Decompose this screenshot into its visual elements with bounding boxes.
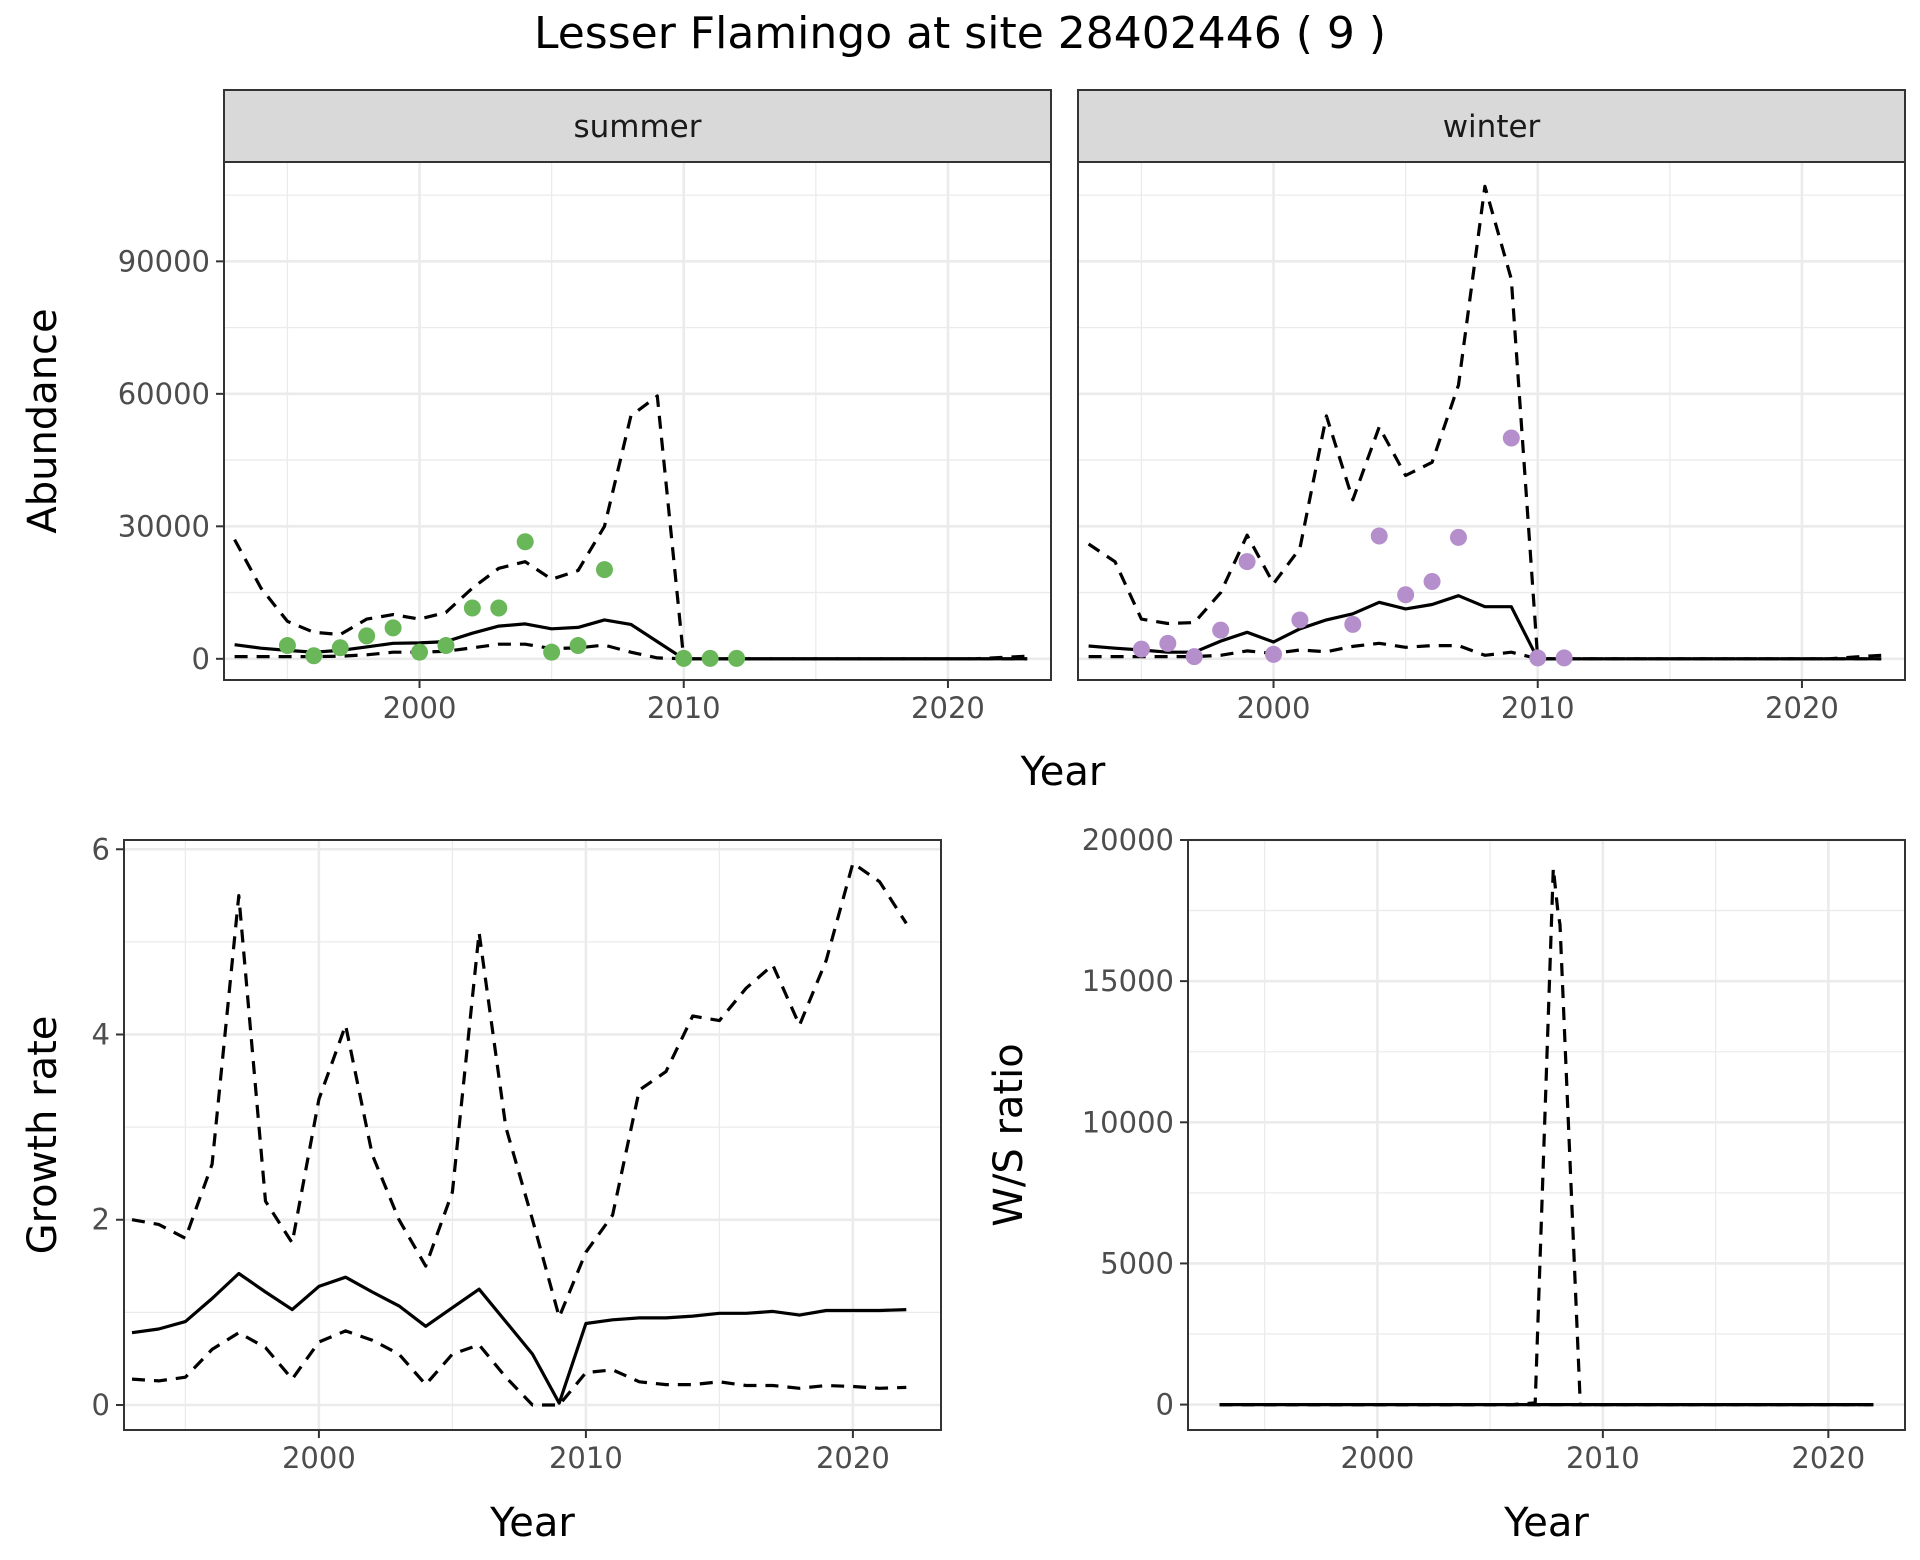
observed-point	[1449, 528, 1467, 546]
observed-point	[1423, 573, 1441, 591]
shared-x-axis-title: Year	[1020, 749, 1106, 795]
observed-point	[1344, 615, 1362, 633]
y-tick-label: 30000	[118, 509, 210, 543]
panel-winter: winter 2000 2010 2020	[1077, 89, 1906, 725]
observed-point	[490, 599, 508, 617]
y-tick-label: 20000	[1082, 823, 1174, 857]
x-tick-label: 2010	[1501, 691, 1575, 725]
panel-summer: summer 2000 2010 2020 0 30000 60000 90000 Abunda…	[20, 89, 1052, 725]
observed-point	[1370, 527, 1388, 545]
observed-point	[1212, 621, 1230, 639]
observed-point	[1555, 649, 1573, 667]
y-tick-label: 90000	[118, 244, 210, 278]
observed-point	[305, 647, 323, 665]
y-tick-label: 0	[192, 642, 210, 676]
x-axis-title: Year	[1503, 1500, 1589, 1546]
observed-point	[437, 637, 455, 655]
observed-point	[278, 637, 296, 655]
panel-border	[223, 161, 1052, 681]
observed-point	[1132, 640, 1150, 658]
facet-strip	[223, 89, 1052, 163]
y-tick-label: 0	[1156, 1388, 1174, 1422]
x-tick-label: 2000	[1237, 691, 1311, 725]
observed-point	[1159, 634, 1177, 652]
observed-point	[1265, 645, 1283, 663]
x-tick-label: 2000	[383, 691, 457, 725]
x-tick-label: 2020	[911, 691, 985, 725]
x-tick-label: 2010	[549, 1441, 623, 1475]
facet-strip-label: winter	[1443, 109, 1541, 145]
series-lower-line	[234, 642, 1028, 661]
observed-point	[675, 649, 693, 667]
panel-growth-rate: 2000 2010 2020 0 2 4 6 Growth rate Year	[20, 832, 942, 1546]
observed-point	[331, 639, 349, 657]
observed-point	[516, 533, 534, 551]
observed-point	[595, 561, 613, 579]
observed-point	[411, 643, 429, 661]
observed-point	[1291, 611, 1309, 629]
series-lower-line	[1088, 641, 1882, 661]
observed-point	[728, 649, 746, 667]
facet-strip-label: summer	[573, 109, 701, 145]
observed-point	[1397, 586, 1415, 604]
y-tick-label: 5000	[1100, 1246, 1174, 1280]
observed-point	[1238, 553, 1256, 571]
y-tick-label: 4	[92, 1018, 110, 1052]
y-tick-label: 0	[92, 1388, 110, 1422]
y-tick-label: 6	[92, 832, 110, 866]
y-tick-label: 15000	[1082, 964, 1174, 998]
observed-point	[1502, 429, 1520, 447]
panel-border	[123, 839, 942, 1431]
observed-point	[1529, 649, 1547, 667]
series-lower-line	[131, 1329, 907, 1407]
series-upper-line	[131, 861, 908, 1319]
series-upper-line	[233, 394, 1028, 661]
series-upper-line	[1087, 184, 1882, 661]
observed-point	[358, 627, 376, 645]
observed-point	[463, 599, 481, 617]
x-tick-label: 2000	[1340, 1441, 1414, 1475]
panel-border	[1187, 839, 1906, 1431]
panel-ws-ratio: 2000 2010 2020 0 5000 10000 15000 20000 W/S rati…	[986, 823, 1906, 1546]
y-tick-label: 60000	[118, 377, 210, 411]
x-tick-label: 2020	[1791, 1441, 1865, 1475]
x-tick-label: 2020	[1765, 691, 1839, 725]
facet-strip	[1077, 89, 1906, 163]
panel-border	[1077, 161, 1906, 681]
x-tick-label: 2000	[282, 1441, 356, 1475]
y-axis-title: Abundance	[20, 308, 66, 533]
y-tick-label: 10000	[1082, 1105, 1174, 1139]
y-axis-title: Growth rate	[20, 1016, 66, 1255]
x-tick-label: 2020	[816, 1441, 890, 1475]
observed-point	[569, 637, 587, 655]
chart-title: Lesser Flamingo at site 28402446 ( 9 )	[534, 8, 1386, 59]
x-axis-title: Year	[489, 1500, 575, 1546]
observed-point	[1185, 648, 1203, 666]
x-tick-label: 2010	[1566, 1441, 1640, 1475]
series-upper-line	[1219, 866, 1874, 1407]
series-mean-line	[131, 1271, 907, 1405]
y-axis-title: W/S ratio	[986, 1043, 1032, 1226]
observed-point	[543, 643, 561, 661]
y-tick-label: 2	[92, 1203, 110, 1237]
series-mean-line	[1088, 594, 1882, 661]
observed-point	[701, 649, 719, 667]
observed-point	[384, 619, 402, 637]
x-tick-label: 2010	[647, 691, 721, 725]
